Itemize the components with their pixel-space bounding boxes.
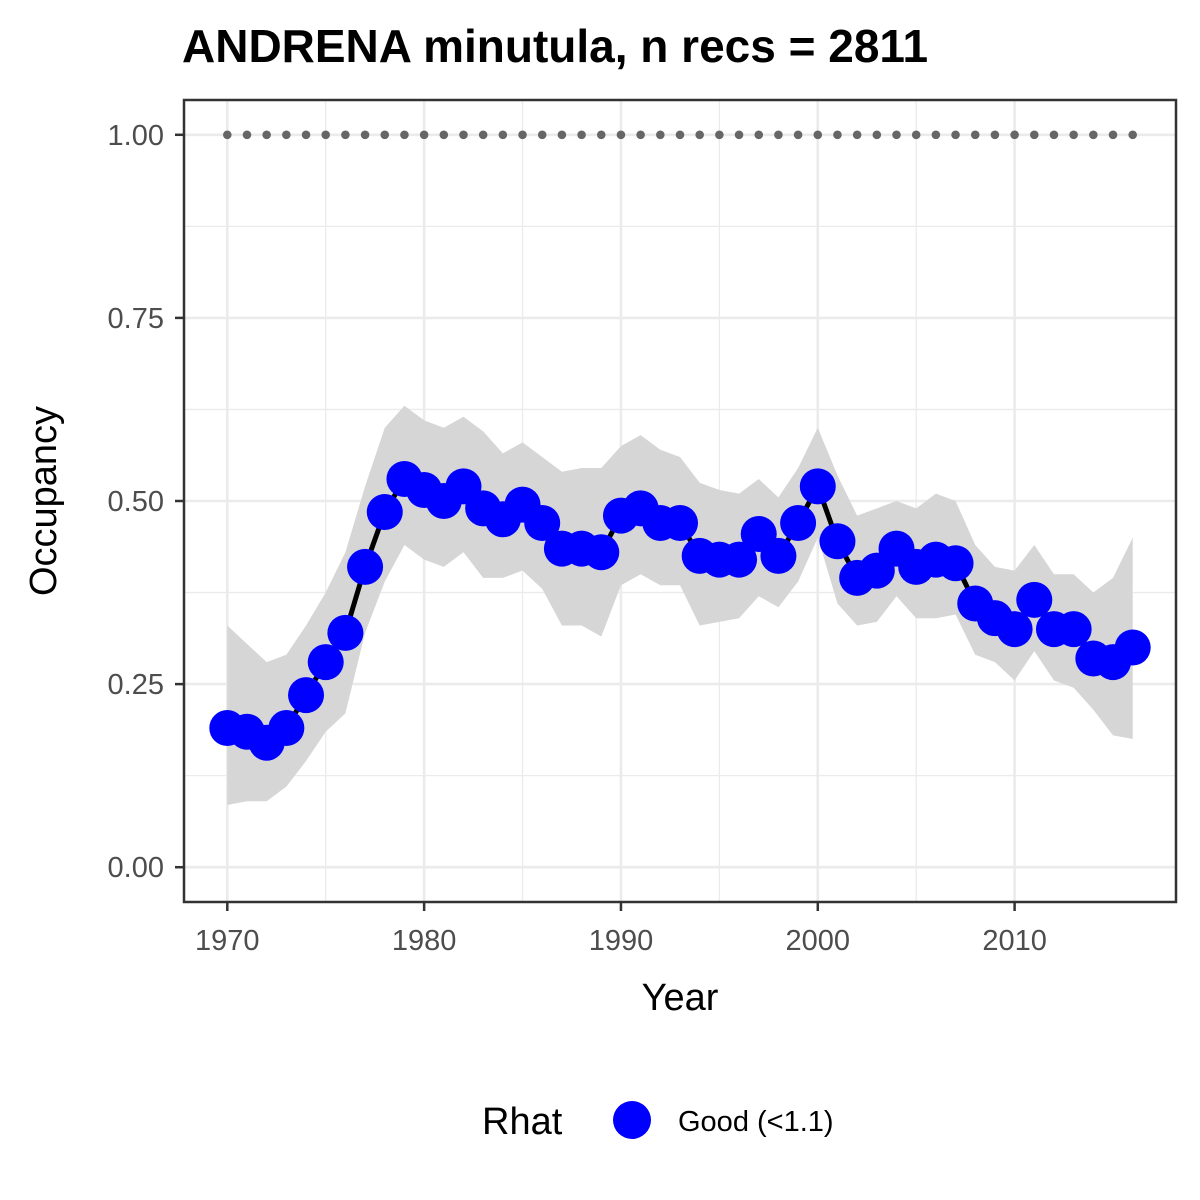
reference-dot	[774, 130, 783, 140]
reference-dot	[951, 130, 960, 140]
reference-dot	[1089, 130, 1098, 140]
reference-dot	[616, 130, 626, 140]
reference-dot	[341, 130, 350, 140]
data-point	[307, 644, 344, 681]
reference-dot	[439, 130, 449, 140]
reference-dot	[223, 130, 232, 140]
y-axis-title: Occupancy	[23, 406, 65, 596]
data-point	[583, 534, 620, 571]
x-tick-label: 1980	[392, 925, 457, 957]
y-tick-label: 0.00	[108, 852, 164, 884]
legend-title: Rhat	[482, 1101, 563, 1143]
reference-dot	[419, 130, 429, 140]
legend-label-good: Good (<1.1)	[678, 1106, 834, 1138]
reference-dot	[872, 130, 882, 140]
reference-dot	[301, 130, 311, 140]
reference-dot	[1069, 130, 1078, 140]
reference-dot	[675, 130, 685, 140]
occupancy-points	[209, 461, 1151, 761]
reference-dot	[557, 130, 567, 140]
reference-dot	[242, 130, 252, 140]
reference-dot	[1108, 130, 1118, 140]
reference-dot	[282, 130, 291, 140]
data-point	[1055, 611, 1092, 648]
reference-dot	[892, 130, 901, 140]
reference-dot	[911, 130, 921, 140]
reference-dot	[656, 130, 665, 140]
data-point	[996, 611, 1033, 648]
y-tick-label: 1.00	[108, 120, 164, 152]
reference-dot	[1029, 130, 1039, 140]
chart-title: ANDRENA minutula, n recs = 2811	[182, 20, 928, 72]
data-point	[1114, 629, 1151, 666]
x-tick-label: 2000	[786, 925, 851, 957]
y-tick-label: 0.50	[108, 486, 164, 518]
data-point	[937, 545, 974, 582]
reference-dot	[400, 130, 409, 140]
y-tick-label: 0.25	[108, 669, 164, 701]
reference-dot	[459, 130, 468, 140]
reference-dot	[636, 130, 645, 140]
x-tick-label: 1990	[589, 925, 654, 957]
reference-dot	[931, 130, 941, 140]
data-point	[780, 504, 817, 541]
reference-dot	[970, 130, 980, 140]
reference-dot	[262, 130, 271, 140]
reference-dot	[990, 130, 1000, 140]
reference-dot	[577, 130, 586, 140]
data-point	[288, 677, 325, 714]
legend: Rhat Good (<1.1)	[482, 1101, 834, 1143]
data-point	[721, 541, 758, 578]
data-point	[819, 523, 856, 560]
reference-dot	[793, 130, 803, 140]
reference-dot	[754, 130, 764, 140]
data-point	[366, 493, 403, 530]
reference-dot	[537, 130, 547, 140]
y-axis: 0.00 0.25 0.50 0.75 1.00	[108, 120, 184, 884]
data-point	[760, 537, 797, 574]
reference-dot	[380, 130, 390, 140]
y-tick-label: 0.75	[108, 303, 164, 335]
x-axis: 1970 1980 1990 2000 2010	[195, 902, 1047, 957]
data-point	[524, 504, 561, 541]
x-tick-label: 2010	[982, 925, 1047, 957]
reference-dot	[1049, 130, 1059, 140]
data-point	[662, 504, 698, 541]
data-point	[268, 710, 305, 747]
x-axis-title: Year	[642, 977, 719, 1019]
reference-dot	[695, 130, 704, 140]
data-point	[327, 614, 364, 651]
reference-dot	[498, 130, 508, 140]
x-tick-label: 1970	[195, 925, 260, 957]
reference-dot	[813, 130, 823, 140]
reference-dot	[518, 130, 527, 140]
reference-dot	[1010, 130, 1019, 140]
data-point	[799, 468, 836, 505]
reference-dot	[1128, 130, 1137, 140]
reference-dot	[360, 130, 370, 140]
reference-dot	[478, 130, 488, 140]
legend-key-point	[613, 1101, 651, 1139]
reference-dotted-line	[223, 130, 1137, 140]
reference-dot	[852, 130, 862, 140]
data-point	[347, 548, 384, 585]
data-point	[1016, 581, 1053, 618]
reference-dot	[596, 130, 606, 140]
reference-dot	[833, 130, 842, 140]
reference-dot	[715, 130, 724, 140]
reference-dot	[321, 130, 331, 140]
reference-dot	[734, 130, 744, 140]
